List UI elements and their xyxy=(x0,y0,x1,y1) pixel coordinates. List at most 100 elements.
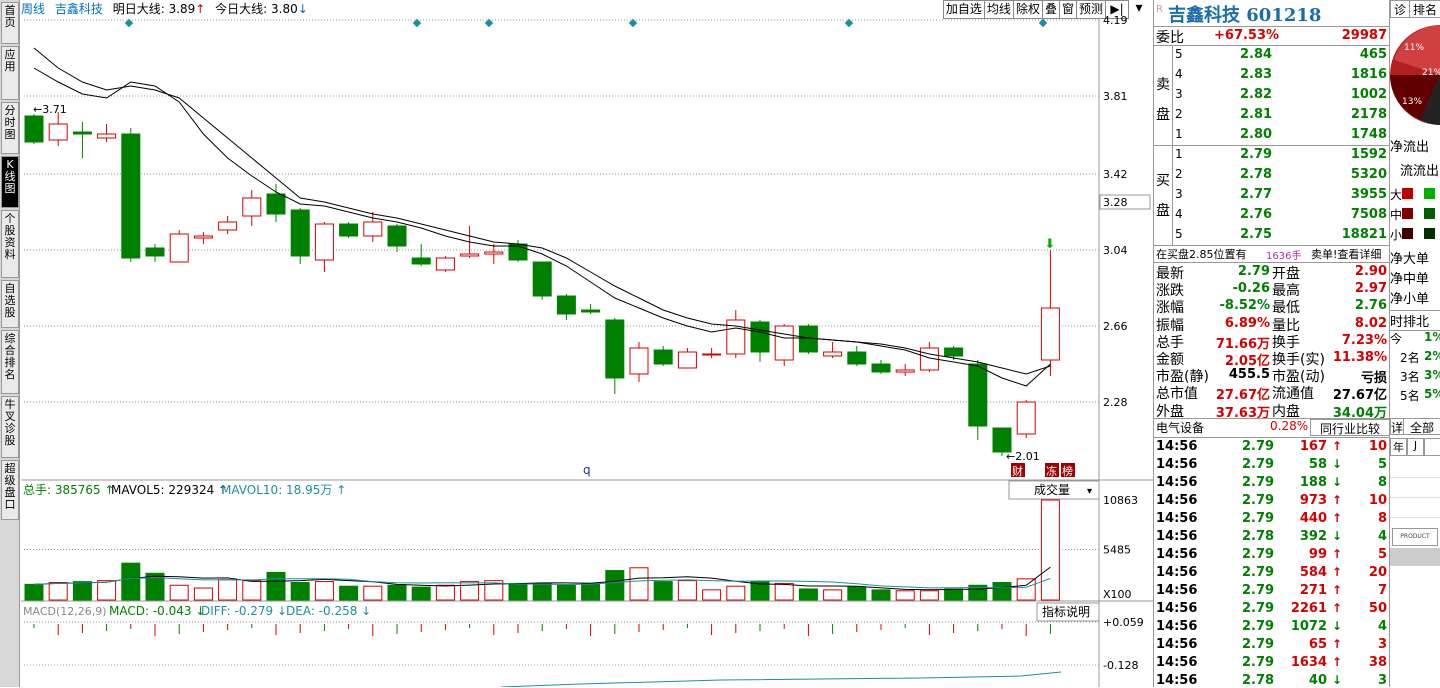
tomorrow-value: 3.89 xyxy=(168,2,196,16)
up-arrow-icon: ↑ xyxy=(1332,511,1343,525)
compare-button[interactable]: 同行业比较 xyxy=(1310,419,1390,436)
flow-out-label: 净流出 xyxy=(1390,140,1430,155)
buy-price[interactable]: 2.78 xyxy=(1240,167,1273,182)
dropdown-chevron-icon[interactable]: ▾ xyxy=(1135,0,1143,16)
candle xyxy=(387,224,407,252)
sell-price[interactable]: 2.80 xyxy=(1240,127,1273,142)
candle-body xyxy=(266,193,286,215)
quote-label: 换手(实) xyxy=(1272,352,1325,368)
tick-time: 14:56 xyxy=(1156,583,1198,598)
nav-item-7[interactable]: 牛叉诊股 xyxy=(1,396,19,458)
nav-item-4[interactable]: 个股资料 xyxy=(1,210,19,278)
badge-1: 冻 xyxy=(1046,464,1057,478)
volume-total-label: 总手: 385765 ↑ xyxy=(23,483,115,497)
sell-price[interactable]: 2.83 xyxy=(1240,67,1273,82)
arrow-right-icon[interactable]: ▶| xyxy=(1105,0,1129,19)
tick-count: 4 xyxy=(1377,529,1387,544)
up-arrow-icon: ↑ xyxy=(1332,493,1343,507)
candle-body xyxy=(1040,307,1060,361)
buy-price[interactable]: 2.77 xyxy=(1240,187,1273,202)
candle xyxy=(218,216,238,234)
nav-item-0[interactable]: 首页 xyxy=(1,2,19,44)
quote-value: 亏损 xyxy=(1360,371,1387,387)
toolbar-button-5[interactable]: 预测 xyxy=(1075,0,1106,19)
nav-item-1[interactable]: 应用 xyxy=(1,46,19,100)
kline-chart[interactable]: 4.19 3.81 3.42 3.28 3.04 2.66 2.28 ←3.71 ←2.01 q ⬇… xyxy=(21,0,1153,687)
indicator-help-label: 指标说明 xyxy=(1042,604,1090,619)
macd-diff-label: DIFF: -0.279 ↓ xyxy=(201,604,287,618)
nav-item-3[interactable]: K线图 xyxy=(1,156,19,208)
candle-body xyxy=(968,363,988,427)
buy-volume: 1592 xyxy=(1350,147,1387,162)
candle-body xyxy=(871,363,891,373)
sell-price[interactable]: 2.82 xyxy=(1240,87,1273,102)
candle-body xyxy=(97,133,117,139)
toolbar-button-0[interactable]: 加自选 xyxy=(942,0,985,19)
toolbar-button-4[interactable]: 窗 xyxy=(1058,0,1077,19)
candle-body xyxy=(242,197,262,217)
volume-bar xyxy=(339,585,359,601)
buy-level: 2 xyxy=(1175,167,1183,181)
volume-bar xyxy=(169,584,189,601)
volume-bar xyxy=(145,572,165,601)
down-arrow-icon: ↓ xyxy=(1332,475,1343,489)
buy-price[interactable]: 2.79 xyxy=(1240,147,1273,162)
badge-bg xyxy=(1045,463,1059,477)
volume-bar xyxy=(774,582,794,601)
badge-0: 财 xyxy=(1012,464,1023,478)
candle xyxy=(145,244,165,262)
macd-params-label: MACD(12,26,9) xyxy=(23,605,107,618)
sell-price[interactable]: 2.84 xyxy=(1240,47,1273,62)
candle-body xyxy=(218,221,238,231)
notice-link[interactable]: 卖单!查看详细 xyxy=(1311,248,1382,261)
quote-panel: 吉鑫科技 601218 R 委比 +67.53% 29987 卖盘 买盘 5 2.84 465 4 2… xyxy=(1153,0,1390,688)
buy-price[interactable]: 2.75 xyxy=(1240,227,1273,242)
volume-ma5-line xyxy=(33,566,1051,591)
sell-level: 3 xyxy=(1175,87,1183,101)
size-swatch xyxy=(1402,208,1413,219)
tab-diagnose[interactable]: 诊 xyxy=(1390,0,1410,18)
price-axis-label: 3.04 xyxy=(1103,244,1128,257)
rank-title: 时排北 xyxy=(1390,310,1440,331)
candle xyxy=(24,114,44,144)
size-swatch xyxy=(1402,188,1413,199)
stock-title: 吉鑫科技 601218 xyxy=(1168,5,1322,26)
period-label[interactable]: 周线 xyxy=(21,2,46,16)
nav-item-2[interactable]: 分时图 xyxy=(1,102,19,154)
tab-all[interactable]: 全部 xyxy=(1403,418,1440,435)
up-arrow-icon: ↑ xyxy=(1332,601,1343,615)
candle xyxy=(677,348,697,369)
table-row xyxy=(1390,500,1440,518)
sell-price[interactable]: 2.81 xyxy=(1240,107,1273,122)
buy-price[interactable]: 2.76 xyxy=(1240,207,1273,222)
candle xyxy=(992,427,1012,456)
quote-value: 71.66万 xyxy=(1215,336,1270,352)
candle-body xyxy=(169,233,189,263)
tab-rank[interactable]: 排名 xyxy=(1409,0,1440,18)
size-swatch xyxy=(1424,208,1435,219)
tick-time: 14:56 xyxy=(1156,529,1198,544)
quote-label: 内盘 xyxy=(1272,403,1300,420)
candle xyxy=(72,122,92,158)
rank-pct: 5% xyxy=(1424,387,1440,401)
candle xyxy=(411,244,431,266)
tab-detail[interactable]: 详 xyxy=(1390,418,1404,435)
volume-bar xyxy=(847,586,867,601)
sector-name[interactable]: 电气设备 xyxy=(1156,421,1205,435)
toolbar-button-2[interactable]: 除权 xyxy=(1012,0,1043,19)
price-axis-label: 3.81 xyxy=(1103,90,1128,103)
quote-value: 27.67亿 xyxy=(1215,388,1270,404)
nav-item-6[interactable]: 综合排名 xyxy=(1,330,19,394)
col-header xyxy=(1424,438,1440,456)
selector-chevron-icon: ▾ xyxy=(1087,486,1092,497)
nav-item-5[interactable]: 自选股 xyxy=(1,280,19,328)
volume-selector xyxy=(1008,480,1100,500)
ma10-line xyxy=(33,47,1051,375)
buy-level: 3 xyxy=(1175,187,1183,201)
quote-value: 7.23% xyxy=(1341,332,1387,348)
nav-item-8[interactable]: 超级盘口 xyxy=(1,460,19,520)
volume-bar xyxy=(581,582,601,601)
price-axis-label: 2.28 xyxy=(1103,396,1128,409)
candle-body xyxy=(677,351,697,369)
macd-axis-label: +0.059 xyxy=(1103,616,1144,629)
